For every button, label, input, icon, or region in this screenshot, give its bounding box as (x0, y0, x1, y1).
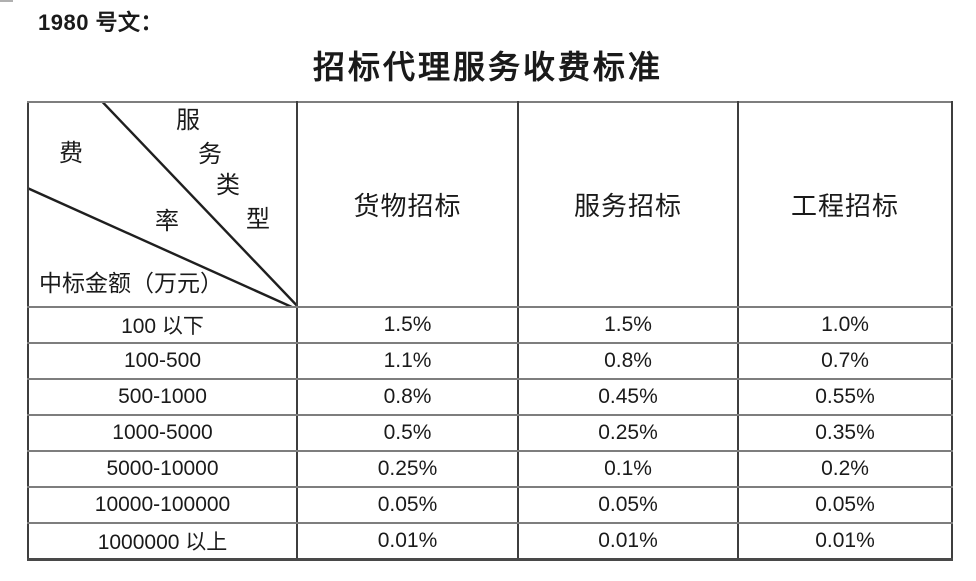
table-row: 100 以下 1.5% 1.5% 1.0% (27, 306, 953, 344)
table-row: 5000-10000 0.25% 0.1% 0.2% (27, 450, 953, 488)
doc-ref-label: 1980 号文： (38, 10, 164, 35)
column-header-services: 服务招标 (517, 101, 739, 308)
goods-rate-cell: 0.25% (296, 450, 519, 488)
works-rate-cell: 1.0% (737, 306, 953, 344)
goods-rate-cell: 0.01% (296, 522, 519, 561)
goods-rate-cell: 0.5% (296, 414, 519, 452)
amount-range-cell: 5000-10000 (27, 450, 298, 488)
diagonal-header-cell: 服 务 类 型 费 率 中标金额（万元） (27, 101, 298, 308)
works-rate-cell: 0.01% (737, 522, 953, 561)
amount-range-cell: 10000-100000 (27, 486, 298, 524)
fee-table: 服 务 类 型 费 率 中标金额（万元） 货物招标 服务招标 工程招标 100 … (27, 101, 953, 561)
table-row: 500-1000 0.8% 0.45% 0.55% (27, 378, 953, 416)
services-rate-cell: 0.45% (517, 378, 739, 416)
services-rate-cell: 0.25% (517, 414, 739, 452)
column-header-works: 工程招标 (737, 101, 953, 308)
goods-rate-cell: 0.8% (296, 378, 519, 416)
page-title: 招标代理服务收费标准 (312, 49, 663, 85)
diagonal-divider-lines (30, 104, 295, 305)
services-rate-cell: 0.1% (517, 450, 739, 488)
services-rate-cell: 1.5% (517, 306, 739, 344)
amount-range-cell: 1000-5000 (27, 414, 298, 452)
table-row: 1000000 以上 0.01% 0.01% 0.01% (27, 522, 953, 561)
table-row: 1000-5000 0.5% 0.25% 0.35% (27, 414, 953, 452)
table-row: 100-500 1.1% 0.8% 0.7% (27, 342, 953, 380)
services-rate-cell: 0.01% (517, 522, 739, 561)
column-header-goods: 货物招标 (296, 101, 519, 308)
table-header-row: 服 务 类 型 费 率 中标金额（万元） 货物招标 服务招标 工程招标 (27, 101, 953, 308)
diagonal-char-service: 类 (216, 173, 240, 199)
diagonal-char-service: 服 (176, 108, 200, 134)
diagonal-char-service: 型 (246, 207, 270, 233)
diagonal-char-service: 务 (198, 142, 222, 168)
goods-rate-cell: 1.5% (296, 306, 519, 344)
diagonal-char-fee: 费 (59, 141, 83, 167)
table-row: 10000-100000 0.05% 0.05% 0.05% (27, 486, 953, 524)
amount-range-cell: 100-500 (27, 342, 298, 380)
amount-range-cell: 500-1000 (27, 378, 298, 416)
works-rate-cell: 0.35% (737, 414, 953, 452)
works-rate-cell: 0.2% (737, 450, 953, 488)
goods-rate-cell: 0.05% (296, 486, 519, 524)
services-rate-cell: 0.05% (517, 486, 739, 524)
corner-amount-label: 中标金额（万元） (39, 271, 223, 296)
amount-range-cell: 1000000 以上 (27, 522, 298, 561)
screen-edge-artifact (0, 0, 13, 2)
services-rate-cell: 0.8% (517, 342, 739, 380)
diagonal-char-rate: 率 (155, 209, 179, 235)
works-rate-cell: 0.7% (737, 342, 953, 380)
works-rate-cell: 0.05% (737, 486, 953, 524)
goods-rate-cell: 1.1% (296, 342, 519, 380)
amount-range-cell: 100 以下 (27, 306, 298, 344)
works-rate-cell: 0.55% (737, 378, 953, 416)
